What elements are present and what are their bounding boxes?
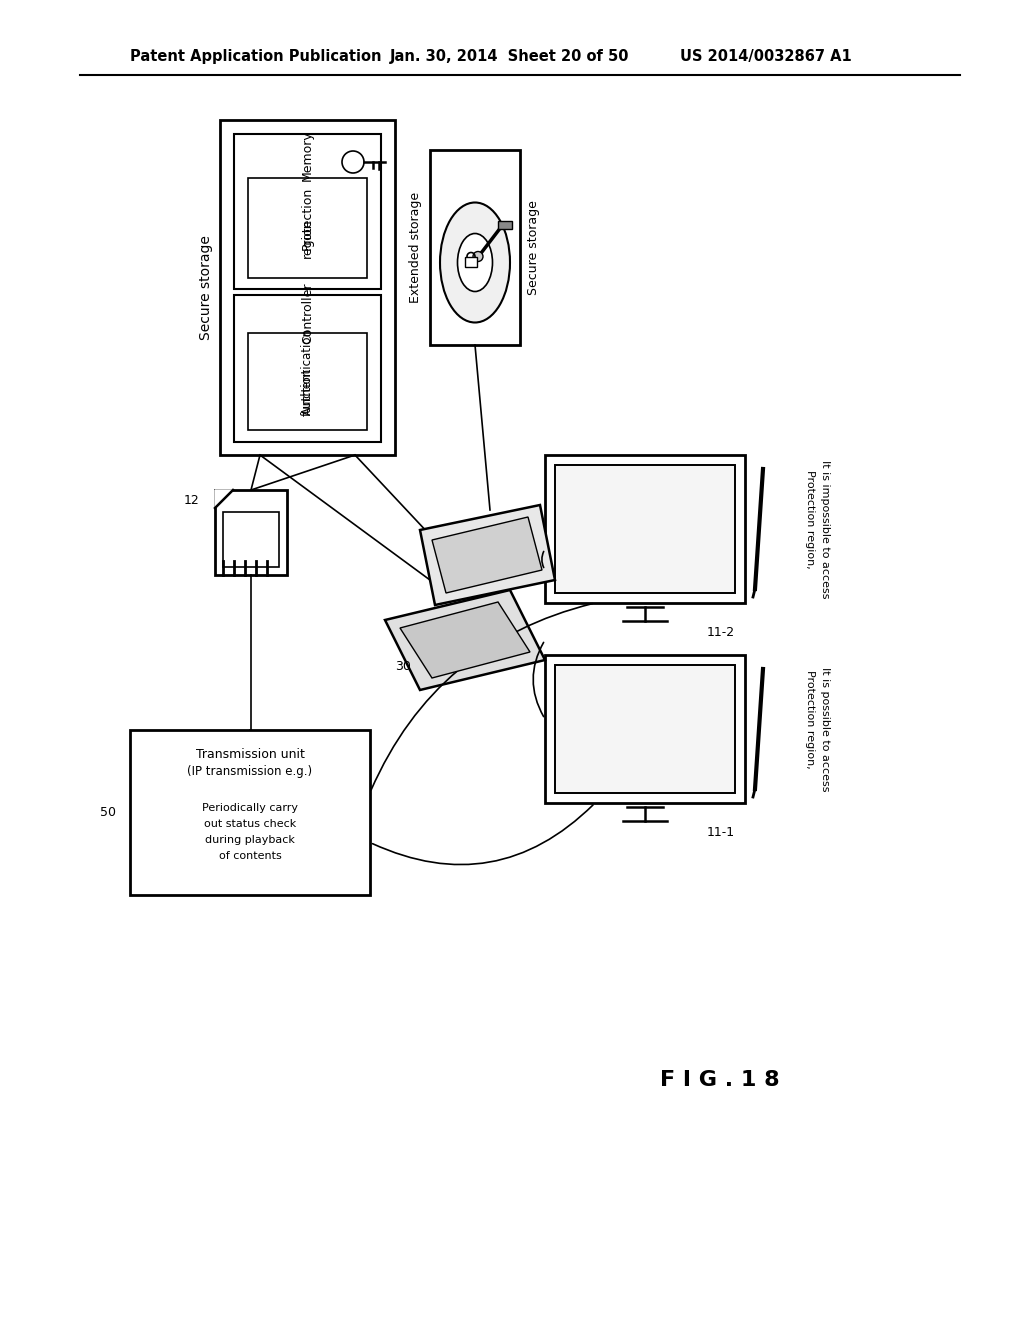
Bar <box>555 465 735 593</box>
Text: Protection region,: Protection region, <box>805 669 815 768</box>
Bar <box>545 455 745 603</box>
Text: Secure storage: Secure storage <box>199 235 213 341</box>
Bar <box>248 333 367 430</box>
Bar <box>248 178 367 279</box>
Text: Controller: Controller <box>301 282 314 343</box>
Bar <box>215 490 287 576</box>
Polygon shape <box>432 517 542 593</box>
Text: 12: 12 <box>183 494 199 507</box>
Text: Protection region,: Protection region, <box>805 470 815 569</box>
Bar <box>130 730 370 895</box>
Circle shape <box>473 252 483 261</box>
Text: It is possible to access: It is possible to access <box>820 667 830 791</box>
Text: region: region <box>301 218 314 257</box>
Text: Patent Application Publication: Patent Application Publication <box>130 49 382 65</box>
Text: F I G . 1 8: F I G . 1 8 <box>660 1071 780 1090</box>
Text: Protection: Protection <box>301 186 314 249</box>
Bar <box>555 665 735 793</box>
Ellipse shape <box>458 234 493 292</box>
Text: of contents: of contents <box>219 851 282 861</box>
Text: Jan. 30, 2014  Sheet 20 of 50: Jan. 30, 2014 Sheet 20 of 50 <box>390 49 630 65</box>
Text: during playback: during playback <box>205 836 295 845</box>
Text: (IP transmission e.g.): (IP transmission e.g.) <box>187 766 312 779</box>
Bar <box>234 294 381 442</box>
Polygon shape <box>400 602 530 678</box>
Text: Periodically carry: Periodically carry <box>202 803 298 813</box>
Bar <box>465 256 477 267</box>
Text: function: function <box>301 367 314 416</box>
Bar <box>234 135 381 289</box>
Text: Secure storage: Secure storage <box>527 201 541 294</box>
Bar <box>498 220 512 228</box>
Text: It is impossible to access: It is impossible to access <box>820 459 830 598</box>
Polygon shape <box>215 490 233 508</box>
Text: 11-1: 11-1 <box>707 826 735 840</box>
Polygon shape <box>420 506 555 605</box>
Ellipse shape <box>440 202 510 322</box>
Text: out status check: out status check <box>204 818 296 829</box>
Text: Memory: Memory <box>301 131 314 181</box>
Bar <box>223 512 279 568</box>
Circle shape <box>342 150 364 173</box>
Bar <box>545 655 745 803</box>
Text: 11-2: 11-2 <box>707 627 735 639</box>
Text: 30: 30 <box>395 660 411 673</box>
Text: Transmission unit: Transmission unit <box>196 747 304 760</box>
Text: Extended storage: Extended storage <box>410 191 423 304</box>
Bar <box>430 150 520 345</box>
Bar <box>220 120 395 455</box>
Text: Authentication: Authentication <box>301 327 314 414</box>
Text: US 2014/0032867 A1: US 2014/0032867 A1 <box>680 49 852 65</box>
Text: 50: 50 <box>100 807 116 818</box>
Polygon shape <box>385 590 545 690</box>
